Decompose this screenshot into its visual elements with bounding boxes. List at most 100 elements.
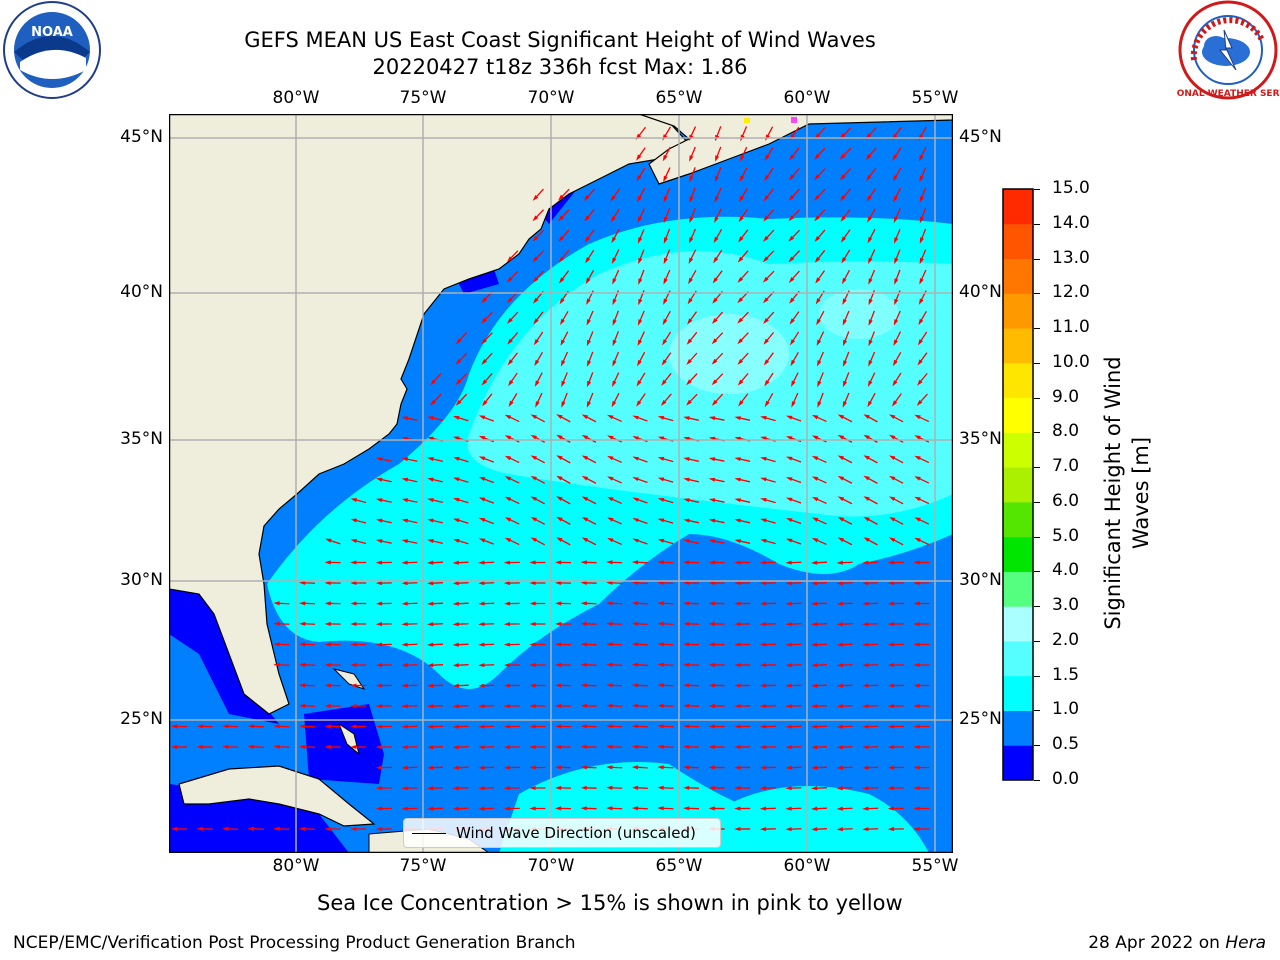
wave-direction-arrowhead <box>764 154 770 162</box>
wave-direction-arrowhead <box>427 745 434 750</box>
wave-direction-arrowhead <box>836 786 843 791</box>
wave-direction-arrowhead <box>862 601 869 606</box>
wave-direction-arrowhead <box>913 662 920 668</box>
wave-direction-arrowhead <box>607 517 614 522</box>
wave-direction-arrowhead <box>532 215 539 222</box>
wave-direction-arrowhead <box>866 174 872 181</box>
wave-direction-arrowhead <box>631 744 639 749</box>
wave-direction-arrowhead <box>759 622 767 627</box>
wave-direction-arrowhead <box>836 683 843 688</box>
wave-direction-arrowhead <box>785 581 792 586</box>
wave-band-2-3 <box>669 314 789 394</box>
colorbar-tick-label: 0.0 <box>1052 769 1080 789</box>
wave-direction-arrowhead <box>452 642 459 647</box>
wave-direction-arrowhead <box>632 436 639 441</box>
wave-direction-arrowhead <box>530 516 537 522</box>
wave-direction-arrowhead <box>350 703 357 709</box>
wave-direction-arrowhead <box>888 414 896 420</box>
axis-tick-label: 40°N <box>959 282 1002 302</box>
wave-direction-arrowhead <box>788 235 795 242</box>
wave-direction-arrowhead <box>737 338 744 345</box>
wave-direction-arrowhead <box>607 476 614 481</box>
wave-direction-arrowhead <box>324 826 331 831</box>
wave-direction-arrowhead <box>734 601 741 606</box>
wave-direction-arrowhead <box>887 745 895 750</box>
wave-direction-arrowhead <box>811 560 818 565</box>
colorbar-tick-label: 1.5 <box>1052 664 1080 685</box>
wave-direction-arrowhead <box>478 601 485 606</box>
colorbar-segment <box>1003 536 1033 572</box>
colorbar-label-line1: Significant Height of Wind <box>1101 356 1125 630</box>
wave-direction-arrowhead <box>737 297 744 304</box>
wave-direction-arrowhead <box>814 174 820 181</box>
wave-direction-arrowhead <box>918 154 924 162</box>
wave-direction-arrowhead <box>607 414 614 420</box>
wave-direction-arrowhead <box>657 744 664 749</box>
wave-direction-arrowhead <box>887 724 895 729</box>
wave-direction-arrowhead <box>708 642 715 647</box>
wave-direction-arrowhead <box>657 457 665 461</box>
wave-direction-arrowhead <box>299 683 306 688</box>
wave-direction-arrowhead <box>247 826 255 831</box>
wave-direction-arrowhead <box>788 174 795 181</box>
wave-direction-arrowhead <box>555 662 562 667</box>
wave-direction-arrowhead <box>713 236 719 244</box>
wave-direction-arrowhead <box>837 496 845 502</box>
nws-logo-text: NATIONAL WEATHER SERVICE <box>1176 89 1280 99</box>
wave-direction-arrowhead <box>868 339 873 347</box>
map-legend: Wind Wave Direction (unscaled) <box>403 818 721 848</box>
wave-direction-arrowhead <box>788 215 795 222</box>
colorbar-segment <box>1003 362 1033 399</box>
wave-direction-arrowhead <box>612 298 617 306</box>
wave-direction-arrowhead <box>887 560 895 565</box>
wave-direction-arrowhead <box>529 580 536 586</box>
wave-direction-arrowhead <box>759 663 767 668</box>
colorbar-label-line2: Waves [m] <box>1129 436 1153 550</box>
wave-direction-arrowhead <box>632 497 639 502</box>
wave-direction-arrowhead <box>586 380 592 388</box>
wave-direction-arrowhead <box>507 359 514 366</box>
wave-direction-arrowhead <box>376 498 383 503</box>
colorbar-segment <box>1003 745 1033 781</box>
noaa-logo: NOAA <box>3 1 101 99</box>
wave-direction-arrowhead <box>740 155 745 162</box>
wave-direction-arrowhead <box>555 642 562 647</box>
wave-direction-arrowhead <box>714 175 720 183</box>
wave-direction-arrowhead <box>503 560 511 565</box>
wave-direction-arrowhead <box>913 601 920 606</box>
wave-direction-arrowhead <box>759 724 767 729</box>
wave-direction-arrowhead <box>401 539 409 544</box>
colorbar-label: Significant Height of Wind Waves [m] <box>1097 330 1157 640</box>
wave-direction-arrowhead <box>558 256 565 263</box>
colorbar-tick-label: 12.0 <box>1052 282 1090 303</box>
wave-direction-arrowhead <box>734 581 741 586</box>
wave-direction-arrowhead <box>580 765 587 770</box>
wave-direction-arrowhead <box>481 400 488 407</box>
wave-direction-arrowhead <box>817 401 822 408</box>
wave-direction-arrowhead <box>763 317 769 324</box>
wave-direction-arrowhead <box>452 765 459 770</box>
wave-direction-arrowhead <box>759 560 767 565</box>
wave-direction-arrowhead <box>763 215 769 222</box>
wave-direction-arrowhead <box>580 560 587 565</box>
wave-direction-arrowhead <box>683 416 690 421</box>
wave-direction-arrowhead <box>862 806 869 811</box>
wave-direction-arrowhead <box>759 683 767 688</box>
wave-direction-arrowhead <box>324 601 331 606</box>
wave-direction-arrowhead <box>914 476 921 481</box>
wave-direction-arrowhead <box>427 560 434 565</box>
wave-direction-arrowhead <box>683 724 690 729</box>
wave-direction-arrowhead <box>273 744 280 749</box>
colorbar-tick-mark <box>1034 780 1040 781</box>
wave-direction-arrowhead <box>759 806 767 811</box>
wave-direction-arrowhead <box>580 683 587 688</box>
wave-direction-arrowhead <box>506 276 513 283</box>
wave-direction-arrowhead <box>811 724 818 729</box>
wave-direction-arrowhead <box>638 278 643 285</box>
wave-direction-arrowhead <box>887 765 895 770</box>
wave-direction-arrowhead <box>760 498 767 502</box>
wave-direction-arrowhead <box>683 703 690 708</box>
wave-direction-arrowhead <box>529 601 536 606</box>
wave-direction-arrowhead <box>350 518 358 523</box>
wave-direction-arrowhead <box>811 537 819 543</box>
